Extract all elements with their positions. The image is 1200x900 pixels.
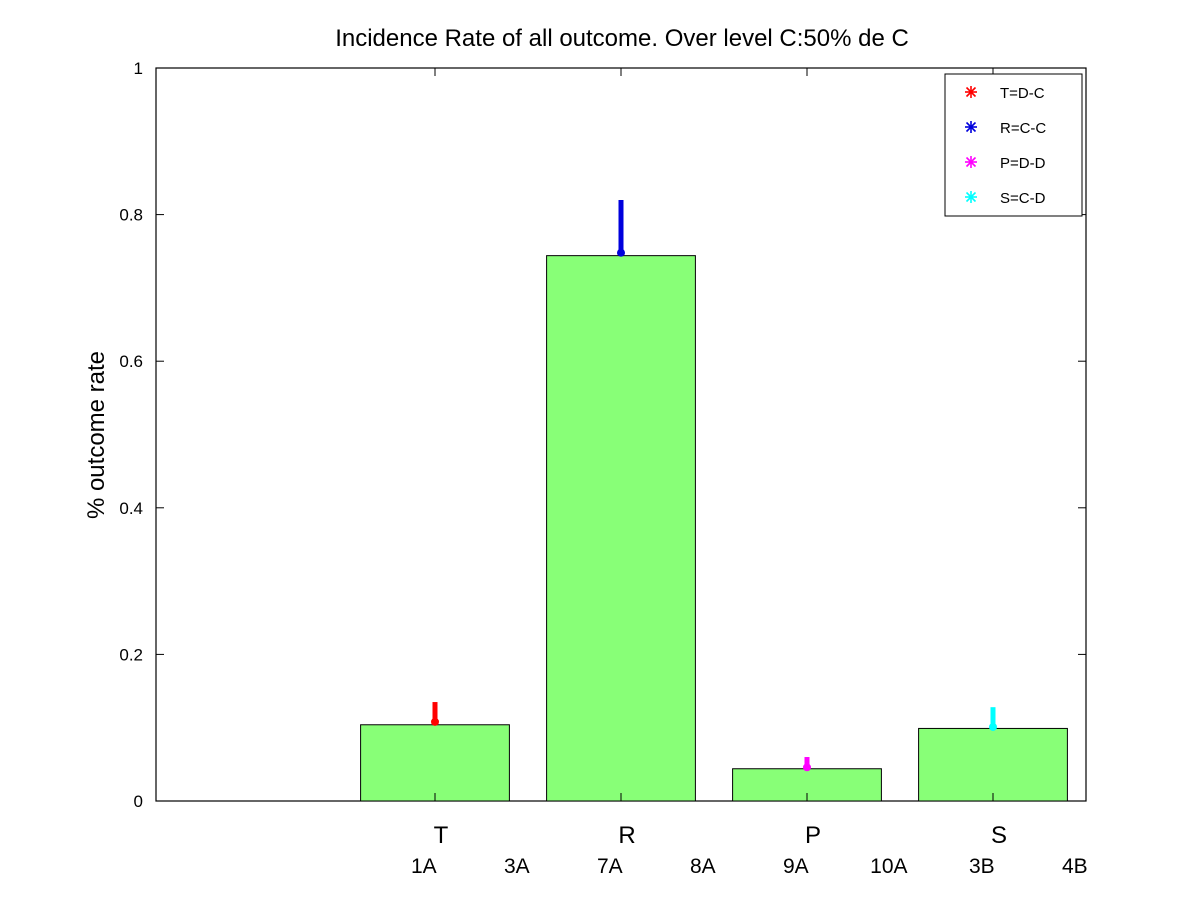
legend-label-S=C-D: S=C-D	[1000, 190, 1046, 207]
x-sub-label: 8A	[690, 855, 716, 878]
y-tick-label: 0.2	[119, 645, 143, 664]
y-tick-label: 0.6	[119, 352, 143, 371]
y-axis-label: % outcome rate	[83, 351, 110, 519]
legend-label-R=C-C: R=C-C	[1000, 120, 1046, 137]
y-tick-label: 1	[134, 59, 143, 78]
legend-marker-T=D-C	[965, 86, 977, 98]
error-bar-marker-R	[617, 248, 625, 257]
bar-S	[918, 727, 1068, 802]
x-sub-label: 7A	[597, 855, 623, 878]
x-sub-label: 3A	[504, 855, 530, 878]
legend-box	[944, 73, 1083, 217]
legend-label-T=D-C: T=D-C	[1000, 85, 1045, 102]
x-sub-label: 4B	[1062, 855, 1088, 878]
x-tick-label-T: T	[434, 822, 449, 849]
y-tick-label: 0.4	[119, 499, 143, 518]
chart-title: Incidence Rate of all outcome. Over leve…	[335, 25, 909, 52]
x-tick-label-P: P	[805, 822, 821, 849]
error-bar-marker-P	[803, 763, 811, 772]
legend-marker-R=C-C	[965, 121, 977, 133]
x-sub-label: 3B	[969, 855, 995, 878]
y-tick-label: 0	[134, 792, 143, 811]
legend-label-P=D-D: P=D-D	[1000, 155, 1046, 172]
x-tick-label-S: S	[991, 822, 1007, 849]
x-sub-label: 9A	[783, 855, 809, 878]
bar-T	[360, 724, 510, 802]
x-sub-label: 1A	[411, 855, 437, 878]
legend-marker-P=D-D	[965, 156, 977, 168]
x-sub-label: 10A	[870, 855, 907, 878]
legend-marker-S=C-D	[965, 191, 977, 203]
x-tick-label-R: R	[618, 822, 635, 849]
error-bar-marker-T	[431, 717, 439, 726]
error-bar-marker-S	[989, 722, 997, 731]
bar-R	[546, 255, 696, 802]
y-tick-label: 0.8	[119, 206, 143, 225]
